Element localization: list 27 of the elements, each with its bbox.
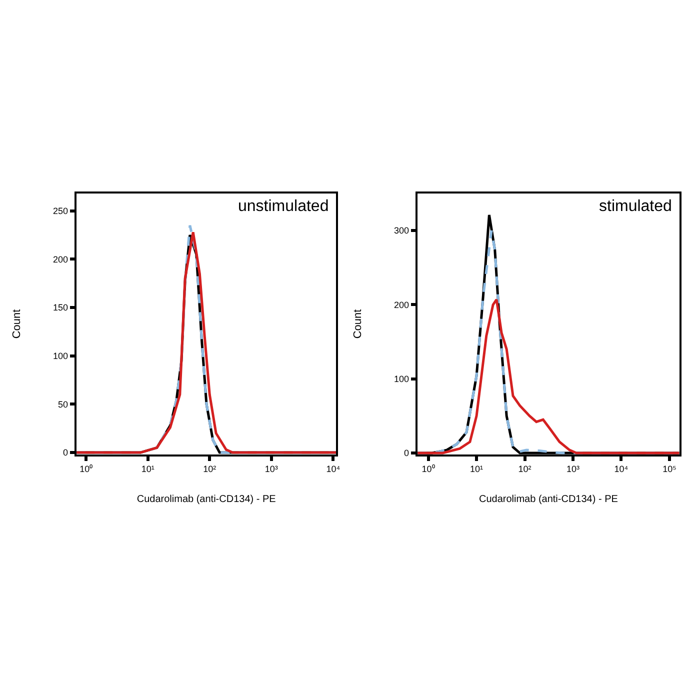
y-tick-label: 150 xyxy=(52,302,68,313)
x-tick-label: 10² xyxy=(518,464,532,474)
chart-title: stimulated xyxy=(599,198,672,215)
y-tick-label: 50 xyxy=(58,399,68,410)
chart-title: unstimulated xyxy=(238,198,329,215)
x-tick-label: 10³ xyxy=(566,464,580,474)
y-tick-label: 100 xyxy=(52,351,68,362)
y-tick-label: 300 xyxy=(394,226,410,236)
y-tick-label: 200 xyxy=(52,254,68,264)
y-tick-label: 250 xyxy=(52,206,68,216)
x-axis-title: Cudarolimab (anti-CD134) - PE xyxy=(136,494,276,506)
x-tick-label: 10⁴ xyxy=(614,464,628,474)
y-axis-title: Count xyxy=(11,309,24,339)
y-tick-label: 0 xyxy=(404,448,410,458)
x-tick-label: 10² xyxy=(203,464,216,474)
x-tick-label: 10⁴ xyxy=(326,464,340,474)
y-tick-label: 200 xyxy=(394,300,410,310)
x-tick-label: 10⁰ xyxy=(80,464,93,474)
y-tick-label: 100 xyxy=(394,374,410,384)
x-tick-label: 10¹ xyxy=(141,464,154,474)
x-tick-label: 10³ xyxy=(264,464,278,474)
x-tick-label: 10¹ xyxy=(470,464,484,474)
x-tick-label: 10⁰ xyxy=(422,464,435,474)
x-tick-label: 10⁵ xyxy=(662,464,677,474)
y-tick-label: 0 xyxy=(62,448,68,458)
y-axis-title: Count xyxy=(352,309,364,339)
x-axis-title: Cudarolimab (anti-CD134) - PE xyxy=(478,494,618,506)
